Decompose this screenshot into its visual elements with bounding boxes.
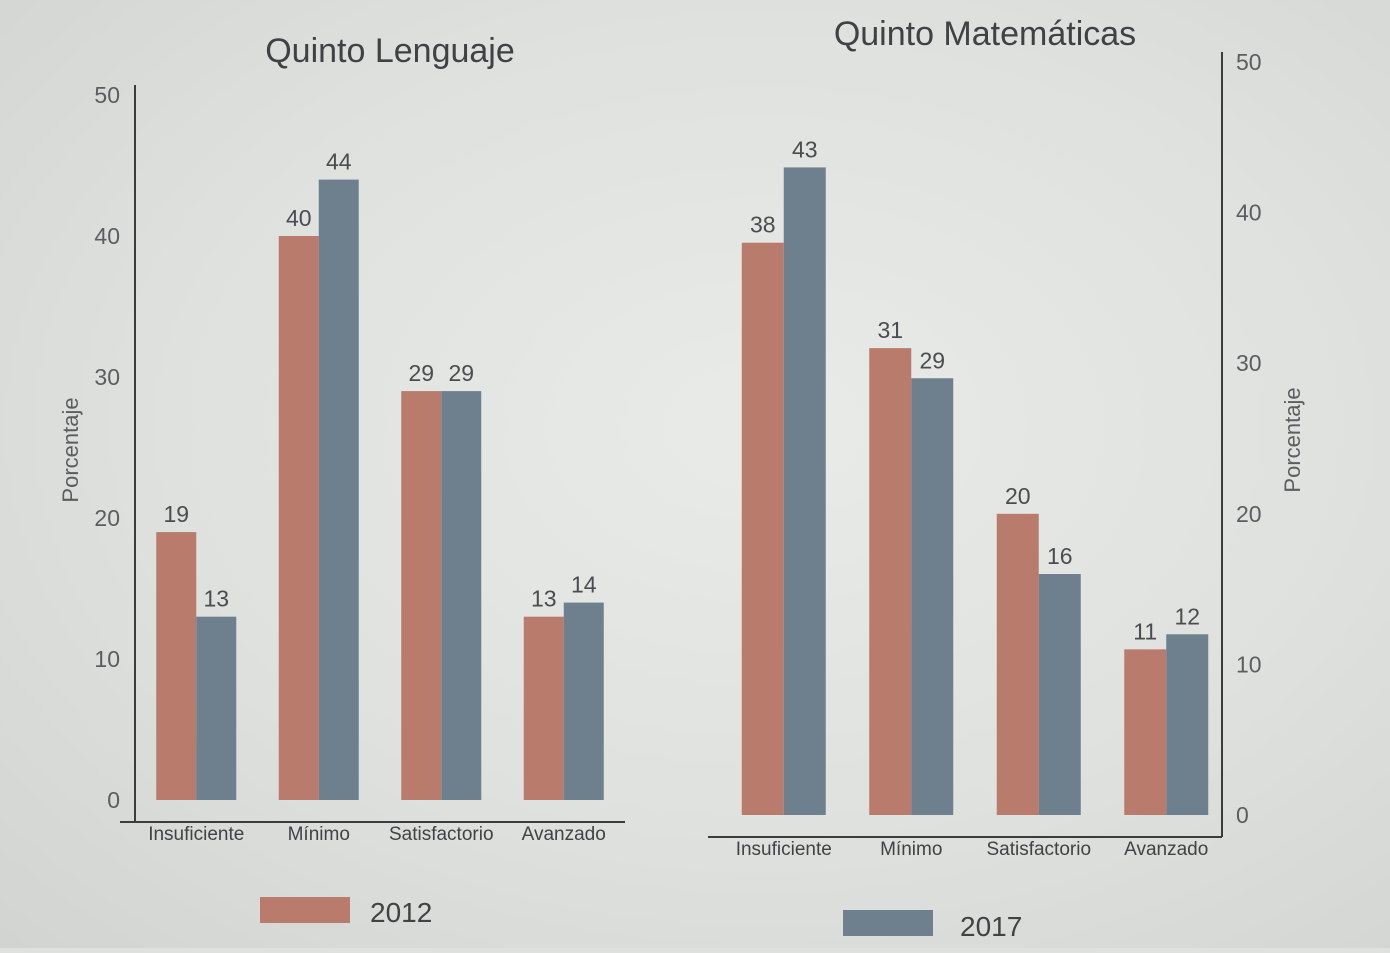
y-tick-label: 50: [1236, 49, 1262, 75]
bar-2012-avanzado: [523, 616, 564, 800]
legend-label-2017: 2017: [960, 911, 1022, 942]
legend: 2012 2017: [260, 897, 1022, 942]
data-label: 29: [408, 360, 434, 386]
bar-2012-insuficiente: [741, 242, 784, 816]
y-axis-title: Porcentaje: [58, 397, 83, 502]
y-tick-label: 40: [1236, 200, 1262, 226]
data-label: 44: [326, 149, 352, 175]
legend-swatch-2012: [260, 897, 350, 923]
bar-2012-insuficiente: [156, 532, 197, 800]
bar-2017-minimo: [318, 179, 359, 801]
data-label: 13: [531, 586, 557, 612]
data-label: 29: [919, 347, 945, 373]
data-label: 11: [1133, 618, 1157, 644]
y-axis-title: Porcentaje: [1280, 387, 1305, 492]
data-label: 13: [203, 586, 229, 612]
y-tick-label: 0: [1236, 802, 1249, 828]
category-label: Insuficiente: [148, 824, 244, 845]
bar-2012-satisfactorio: [996, 513, 1039, 815]
category-label: Mínimo: [288, 824, 350, 845]
y-tick-label: 20: [94, 505, 120, 531]
bar-2012-avanzado: [1124, 649, 1167, 815]
category-label: Insuficiente: [736, 839, 832, 860]
bar-2012-minimo: [278, 236, 319, 800]
y-tick-label: 10: [1236, 651, 1262, 677]
data-label: 20: [1005, 483, 1031, 509]
chart-title: Quinto Matemáticas: [834, 15, 1136, 53]
chart-quinto-matematicas: Quinto Matemáticas 0 10 20 30 40 50 Porcentaje 3…: [708, 15, 1305, 860]
category-label: Mínimo: [880, 839, 942, 860]
bar-2012-satisfactorio: [401, 391, 442, 800]
data-label: 29: [448, 360, 474, 386]
data-label: 38: [750, 212, 776, 238]
bar-2017-insuficiente: [196, 616, 237, 800]
bar-2017-insuficiente: [783, 167, 826, 816]
bar-2012-minimo: [869, 348, 912, 815]
bar-2017-avanzado: [1166, 634, 1209, 815]
data-label: 40: [286, 205, 312, 231]
chart-title: Quinto Lenguaje: [265, 32, 515, 70]
y-tick-label: 50: [94, 82, 120, 108]
category-label: Satisfactorio: [986, 839, 1091, 860]
chart-quinto-lenguaje: Quinto Lenguaje 0 10 20 30 40 50 Porcentaje 19 13…: [58, 32, 625, 845]
data-label: 31: [877, 317, 903, 343]
y-tick-label: 30: [1236, 350, 1262, 376]
legend-swatch-2017: [843, 910, 933, 936]
bar-2017-satisfactorio: [1038, 574, 1081, 815]
y-tick-label: 0: [107, 787, 120, 813]
y-tick-label: 30: [94, 364, 120, 390]
data-label: 43: [792, 136, 818, 162]
data-label: 16: [1047, 543, 1073, 569]
category-label: Avanzado: [1124, 839, 1208, 860]
data-label: 14: [571, 572, 597, 598]
bar-2017-minimo: [911, 378, 954, 815]
data-label: 19: [163, 501, 189, 527]
y-tick-label: 20: [1236, 501, 1262, 527]
y-tick-label: 10: [94, 646, 120, 672]
legend-label-2012: 2012: [370, 897, 432, 928]
bar-2017-satisfactorio: [441, 391, 482, 800]
category-label: Avanzado: [522, 824, 606, 845]
y-tick-label: 40: [94, 223, 120, 249]
data-label: 12: [1174, 603, 1200, 629]
bar-2017-avanzado: [563, 602, 604, 800]
category-label: Satisfactorio: [389, 824, 494, 845]
